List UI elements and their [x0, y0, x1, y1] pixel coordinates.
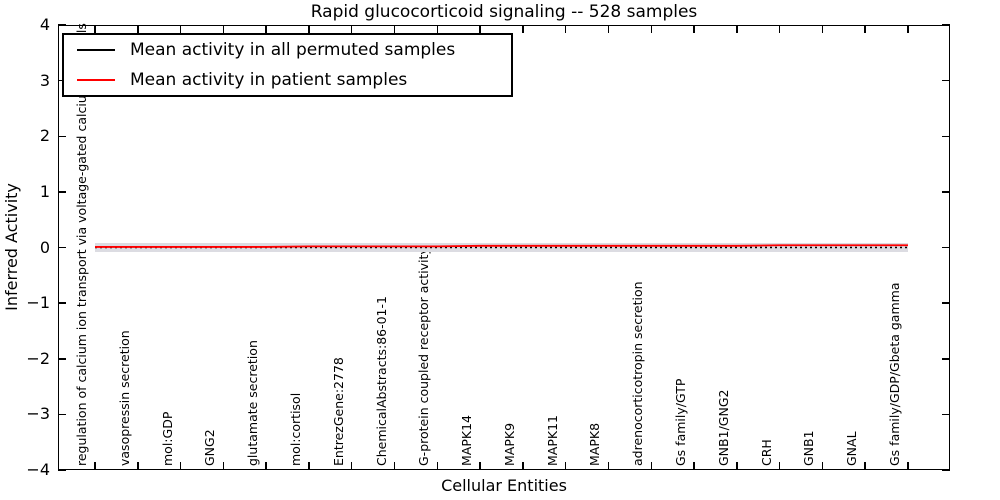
x-tick-bottom: [308, 462, 310, 470]
y-tick-right: [942, 24, 950, 26]
x-tick-bottom: [265, 462, 267, 470]
x-category-label: MAPK8: [587, 422, 603, 466]
y-tick-right: [942, 79, 950, 82]
x-tick-bottom: [778, 462, 781, 470]
y-tick-right: [942, 413, 950, 416]
x-tick-bottom: [179, 462, 182, 470]
legend-box: Mean activity in all permuted samples Me…: [62, 33, 513, 97]
y-tick-left: [58, 135, 66, 137]
x-tick-top: [907, 25, 909, 33]
y-tick-left: [58, 246, 66, 249]
x-tick-top: [308, 25, 310, 33]
x-tick-bottom: [522, 462, 524, 470]
x-tick-bottom: [350, 462, 353, 470]
x-tick-top: [350, 25, 353, 33]
x-category-label: adrenocorticotropin secretion: [630, 281, 646, 466]
y-tick-right: [942, 358, 950, 360]
x-category-label: Gs family/GTP: [673, 378, 689, 466]
y-tick-label: −2: [26, 348, 50, 368]
x-category-label: GNAL: [844, 431, 860, 466]
x-category-label: Gs family/GDP/Gbeta gamma: [887, 282, 902, 466]
x-tick-bottom: [607, 462, 610, 470]
x-category-label: mol:GDP: [159, 411, 175, 466]
x-tick-bottom: [393, 462, 396, 470]
x-tick-bottom: [821, 462, 824, 470]
y-tick-label: 2: [39, 126, 50, 146]
x-tick-top: [436, 25, 439, 33]
x-category-label: GNB1/GNG2: [715, 389, 731, 466]
x-tick-top: [393, 25, 396, 33]
x-tick-top: [522, 25, 524, 33]
x-category-label: glutamate secretion: [245, 340, 261, 466]
y-tick-right: [942, 135, 950, 137]
x-tick-bottom: [650, 462, 652, 470]
x-tick-bottom: [436, 462, 439, 470]
y-tick-left: [58, 24, 66, 26]
y-axis-label: Inferred Activity: [2, 183, 21, 311]
y-tick-right: [942, 246, 950, 249]
x-category-label: GNB1: [801, 430, 817, 466]
x-tick-top: [607, 25, 610, 33]
x-tick-top: [736, 25, 738, 33]
x-tick-bottom: [94, 462, 96, 470]
x-tick-top: [179, 25, 182, 33]
x-tick-top: [778, 25, 781, 33]
y-tick-label: −4: [26, 460, 50, 479]
x-tick-top: [222, 25, 225, 33]
x-tick-top: [479, 25, 481, 33]
x-tick-top: [693, 25, 695, 33]
legend-label-permuted: Mean activity in all permuted samples: [130, 40, 456, 61]
x-category-label: CRH: [758, 439, 774, 466]
y-tick-label: 1: [39, 181, 50, 201]
x-tick-bottom: [864, 462, 866, 470]
patient-line-sample: [77, 78, 115, 81]
y-tick-label: 4: [39, 15, 50, 34]
x-tick-bottom: [564, 462, 567, 470]
y-tick-left: [58, 191, 66, 193]
x-category-label: EntrezGene:2778: [330, 357, 346, 466]
x-tick-top: [265, 25, 267, 33]
y-tick-left: [58, 413, 66, 416]
x-tick-bottom: [137, 462, 139, 470]
y-tick-left: [58, 358, 66, 360]
y-tick-label: −3: [26, 404, 50, 424]
y-tick-right: [942, 191, 950, 193]
x-category-label: MAPK14: [459, 415, 475, 466]
x-tick-top: [864, 25, 866, 33]
x-tick-bottom: [479, 462, 481, 470]
permuted-line-sample: [77, 49, 115, 52]
y-tick-label: 3: [39, 70, 50, 90]
x-tick-bottom: [907, 462, 909, 470]
y-tick-label: 0: [39, 237, 50, 257]
y-tick-right: [942, 302, 950, 304]
x-category-label: MAPK9: [501, 422, 517, 466]
legend-row-permuted: Mean activity in all permuted samples: [64, 36, 511, 64]
x-tick-bottom: [736, 462, 738, 470]
x-category-label: G-protein coupled receptor activity: [416, 247, 432, 466]
x-category-label: ChemicalAbstracts:86-01-1: [373, 296, 389, 466]
x-category-label: vasopressin secretion: [116, 330, 132, 466]
x-category-label: mol:cortisol: [287, 392, 303, 466]
y-tick-left: [58, 469, 66, 471]
chart-title: Rapid glucocorticoid signaling -- 528 sa…: [310, 2, 698, 22]
x-tick-top: [650, 25, 652, 33]
x-tick-top: [94, 25, 96, 33]
x-tick-top: [564, 25, 567, 33]
y-tick-label: −1: [26, 293, 50, 313]
x-category-label: GNG2: [202, 429, 218, 466]
x-tick-bottom: [222, 462, 225, 470]
x-tick-top: [137, 25, 139, 33]
x-category-label: MAPK11: [544, 415, 560, 466]
x-tick-bottom: [693, 462, 695, 470]
legend-label-patient: Mean activity in patient samples: [130, 69, 408, 90]
y-tick-left: [58, 302, 66, 304]
y-tick-right: [942, 469, 950, 471]
x-axis-label: Cellular Entities: [441, 476, 567, 495]
legend-row-patient: Mean activity in patient samples: [64, 66, 511, 94]
x-tick-top: [821, 25, 824, 33]
